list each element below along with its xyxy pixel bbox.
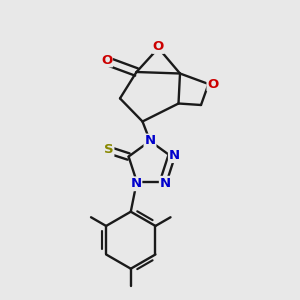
Text: O: O [153,40,164,53]
Text: O: O [101,53,112,67]
Text: N: N [169,149,180,162]
Text: O: O [207,77,219,91]
Text: N: N [130,177,141,190]
Text: N: N [144,134,156,148]
Text: S: S [104,143,113,156]
Text: N: N [160,177,171,190]
